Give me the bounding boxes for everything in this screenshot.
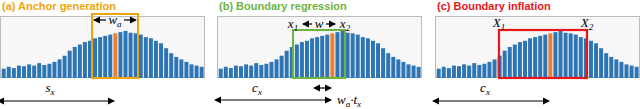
svg-text:x2​: x2​	[339, 16, 351, 33]
svg-text:sx​: sx​	[45, 80, 54, 97]
svg-text:w: w	[315, 16, 324, 31]
svg-text:x1​: x1​	[287, 16, 298, 33]
svg-text:wa​: wa​	[108, 12, 122, 29]
svg-text:wa​·tx​: wa​·tx​	[337, 92, 361, 109]
html-text:(a) Anchor generation: (a) Anchor generation	[2, 0, 116, 12]
html-text:(c) Boundary inflation: (c) Boundary inflation	[437, 0, 551, 12]
svg-text:cx​: cx​	[480, 80, 490, 97]
svg-text:cx​: cx​	[252, 80, 262, 97]
html-text:(b) Boundary regression: (b) Boundary regression	[219, 0, 347, 12]
svg-text:X2​: X2​	[580, 15, 594, 32]
svg-text:X1​: X1​	[492, 15, 505, 32]
